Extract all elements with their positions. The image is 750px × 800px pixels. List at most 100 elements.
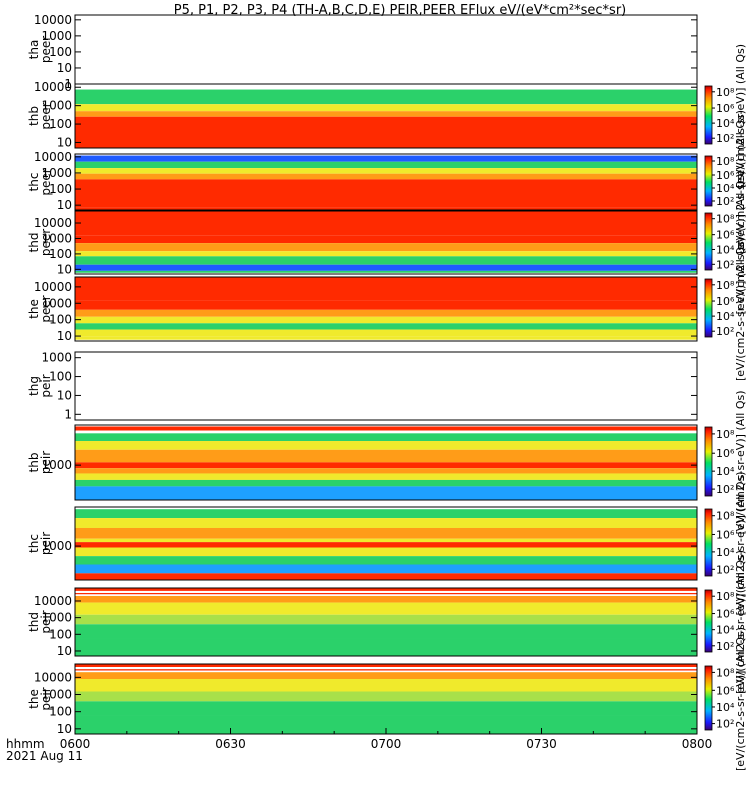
y-tick-label: 1 xyxy=(64,77,72,91)
colorbar-tick-label: 10⁸ xyxy=(716,666,735,679)
colorbar-tick-label: 10⁶ xyxy=(716,684,735,697)
spectrogram-band xyxy=(75,161,697,169)
spectrogram-band xyxy=(75,590,697,594)
panel-stack: 10000 1000 100 10 1 thapeer 10000 1000 100 10 thb p… xyxy=(27,13,747,771)
colorbar-tick-label: 10² xyxy=(716,258,734,271)
spectrogram-band xyxy=(75,211,697,236)
y-tick-label: 100 xyxy=(49,45,72,59)
spectrogram-band xyxy=(75,155,697,162)
colorbar-tick-label: 10⁴ xyxy=(716,310,735,323)
spectrogram-band xyxy=(75,87,697,90)
panel-label-part: thd xyxy=(27,612,41,632)
spectrogram-band xyxy=(75,235,697,244)
spectrogram-band xyxy=(75,624,697,639)
spectrogram-band xyxy=(75,538,697,543)
spectrogram-band xyxy=(75,433,697,442)
spectrogram-band xyxy=(75,441,697,450)
y-tick-label: 1000 xyxy=(41,166,72,180)
x-tick-label: 0730 xyxy=(526,737,557,751)
spectrogram-band xyxy=(75,300,697,310)
colorbar-tick-label: 10⁶ xyxy=(716,447,735,460)
colorbar-tick-label: 10² xyxy=(716,132,734,145)
spectrogram-band xyxy=(75,564,697,574)
panel-label-part: tha xyxy=(27,40,41,60)
panel-label-part: peir xyxy=(39,610,53,633)
panel-label-part: thc xyxy=(27,534,41,553)
y-tick-label: 100 xyxy=(49,705,72,719)
y-tick-label: 10000 xyxy=(34,280,72,294)
colorbar-tick-label: 10⁶ xyxy=(716,169,735,182)
spectrogram-band xyxy=(75,329,697,337)
spectrogram-band xyxy=(75,518,697,528)
spectrogram-band xyxy=(75,462,697,469)
spectrogram-band xyxy=(75,594,697,596)
panel-label-part: peir xyxy=(39,451,53,474)
x-tick-label: 0700 xyxy=(371,737,402,751)
chart-title: P5, P1, P2, P3, P4 (TH-A,B,C,D,E) PEIR,P… xyxy=(174,3,627,18)
y-tick-label: 10 xyxy=(57,135,72,149)
colorbar-tick-label: 10² xyxy=(716,640,734,653)
colorbar-label: [eV/(cm2-s-sr-eV)] (All Qs) xyxy=(734,627,747,771)
colorbar-tick-label: 10⁶ xyxy=(716,102,735,115)
spectrogram-band xyxy=(75,256,697,265)
spectrogram-band xyxy=(75,509,697,519)
x-tick-label: 0800 xyxy=(682,737,713,751)
y-tick-label: 1000 xyxy=(41,458,72,472)
spectrogram-band xyxy=(75,507,697,510)
y-tick-label: 1000 xyxy=(41,296,72,310)
panel-frame xyxy=(74,506,698,581)
x-axis-label-hhmm: hhmm xyxy=(6,737,45,751)
y-tick-label: 10 xyxy=(57,722,72,736)
spectrogram-band xyxy=(75,593,697,595)
colorbar-tick-label: 10² xyxy=(716,483,734,496)
panel-label: thapeer xyxy=(27,36,53,63)
y-tick-label: 10000 xyxy=(34,670,72,684)
panel-label: thdpeir xyxy=(27,610,53,633)
colorbar-tick-label: 10⁶ xyxy=(716,528,735,541)
spectrogram-band xyxy=(75,179,697,208)
y-tick-label: 1000 xyxy=(41,688,72,702)
y-tick-label: 1000 xyxy=(41,611,72,625)
y-tick-label: 10 xyxy=(57,262,72,276)
panel-thg_peir: 1000 100 10 1 thgpeir xyxy=(27,351,698,421)
panel-tha_peer: 10000 1000 100 10 1 thapeer xyxy=(27,13,698,91)
panel-thd_peir: 10000 1000 100 10 thdpeir 10⁸ 10⁶ 10⁴ 10² [eV/(cm… xyxy=(27,550,747,694)
colorbar-label: [eV/(cm2-s-sr-eV)] (All Qs) xyxy=(734,471,747,615)
spectrogram-band xyxy=(75,527,697,539)
colorbar-tick-label: 10⁸ xyxy=(716,155,735,168)
x-tick-label: 0630 xyxy=(215,737,246,751)
spectrogram-band xyxy=(75,336,697,340)
colorbar-label: [eV/(cm2-s-sr-eV)] (All Qs) xyxy=(734,390,747,534)
spectrogram-band xyxy=(75,547,697,557)
y-tick-label: 100 xyxy=(49,313,72,327)
colorbar-tick-label: 10⁶ xyxy=(716,295,735,308)
y-tick-label: 10000 xyxy=(34,594,72,608)
spectrogram-band xyxy=(75,638,697,656)
colorbar-label: [eV/(cm2-s-sr-eV)] (All Qs) xyxy=(734,237,747,381)
spectrogram-band xyxy=(75,486,697,500)
y-tick-label: 100 xyxy=(49,627,72,641)
y-tick-label: 1000 xyxy=(41,231,72,245)
spectrogram-band xyxy=(75,595,697,603)
colorbar-tick-label: 10⁸ xyxy=(716,213,735,226)
panel-label-part: thc xyxy=(27,173,41,192)
spectrogram-band xyxy=(75,243,697,252)
panel-label-part: thb xyxy=(27,106,41,126)
colorbar-label: [eV/(cm2-s-sr-eV)] (All Qs) xyxy=(734,170,747,314)
spectrogram-band xyxy=(75,468,697,474)
spectrogram-band xyxy=(75,573,697,580)
spectrogram-band xyxy=(75,168,697,174)
colorbar-tick-label: 10⁴ xyxy=(716,701,735,714)
panel-frame xyxy=(74,210,698,275)
colorbar xyxy=(704,212,713,271)
colorbar-tick-label: 10⁸ xyxy=(716,590,735,603)
colorbar-tick-label: 10⁴ xyxy=(716,182,735,195)
panel-frame xyxy=(74,276,698,342)
y-tick-label: 1000 xyxy=(41,539,72,553)
x-axis-label-date: 2021 Aug 11 xyxy=(6,749,83,763)
panel-frame xyxy=(74,587,698,657)
colorbar-tick-label: 10⁸ xyxy=(716,279,735,292)
